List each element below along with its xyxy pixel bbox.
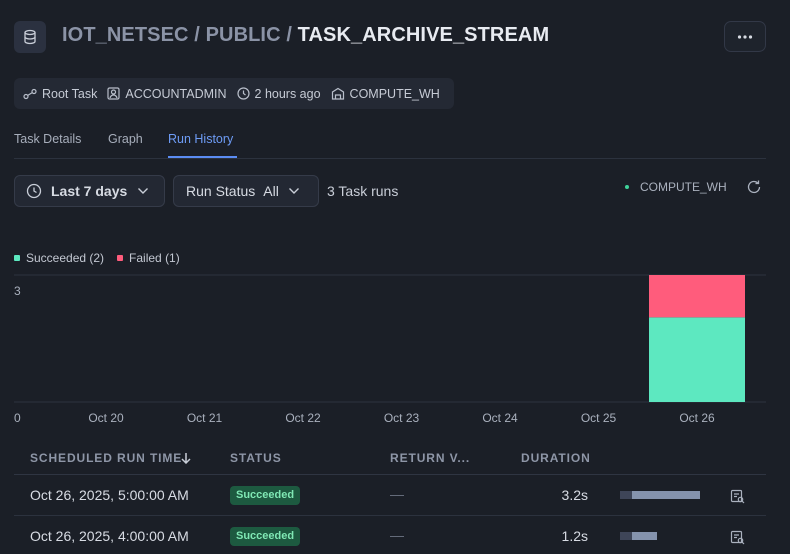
duration-bar-queued xyxy=(620,491,632,499)
legend-succeeded[interactable]: Succeeded (2) xyxy=(14,251,104,265)
duration-bar xyxy=(620,491,700,499)
legend-failed[interactable]: Failed (1) xyxy=(117,251,180,265)
x-tick-label: Oct 24 xyxy=(482,411,518,425)
duration-bar-queued xyxy=(620,532,632,540)
user-icon xyxy=(107,87,120,100)
column-header-duration[interactable]: DURATION xyxy=(521,451,591,465)
meta-owner: ACCOUNTADMIN xyxy=(107,86,227,101)
bar-failed xyxy=(649,275,745,318)
clock-icon xyxy=(26,183,42,199)
scheduled-time: Oct 26, 2025, 4:00:00 AM xyxy=(30,528,189,544)
duration: 1.2s xyxy=(561,528,588,544)
query-profile-icon[interactable] xyxy=(730,530,745,545)
y-tick-label: 3 xyxy=(14,284,21,298)
column-header-status[interactable]: STATUS xyxy=(230,451,282,465)
warehouse-dot xyxy=(625,185,629,189)
warehouse-label: COMPUTE_WH xyxy=(349,86,440,101)
active-tab-indicator xyxy=(168,156,237,158)
table-row[interactable]: Oct 26, 2025, 5:00:00 AM Succeeded — 3.2… xyxy=(14,475,766,516)
tab-bar: Task Details Graph Run History xyxy=(14,128,766,159)
meta-task-type: Root Task xyxy=(23,87,97,101)
return-value: — xyxy=(390,486,404,502)
ellipsis-icon xyxy=(737,34,753,39)
run-status-dropdown[interactable]: Run Status All xyxy=(173,175,319,207)
column-header-return-value[interactable]: RETURN V... xyxy=(390,451,471,465)
task-type-label: Root Task xyxy=(42,86,98,101)
more-options-button[interactable] xyxy=(724,21,766,52)
legend-succeeded-label: Succeeded (2) xyxy=(26,251,105,265)
date-range-dropdown[interactable]: Last 7 days xyxy=(14,175,165,207)
last-run-label: 2 hours ago xyxy=(254,86,321,101)
x-tick-label: Oct 26 xyxy=(679,411,715,425)
x-tick-label: Oct 22 xyxy=(285,411,321,425)
x-tick-label: Oct 21 xyxy=(187,411,223,425)
refresh-icon[interactable] xyxy=(746,179,762,195)
meta-last-run: 2 hours ago xyxy=(236,86,321,101)
warehouse-icon xyxy=(331,87,344,100)
task-meta-bar: Root Task ACCOUNTADMIN 2 hours ago COMPU… xyxy=(14,78,454,109)
owner-label: ACCOUNTADMIN xyxy=(125,86,227,101)
legend-swatch-failed xyxy=(117,255,124,261)
run-status-value: All xyxy=(263,183,279,199)
table-header: SCHEDULED RUN TIME STATUS RETURN V... DU… xyxy=(14,444,766,475)
y-tick-label: 0 xyxy=(14,411,21,425)
status-badge: Succeeded xyxy=(230,527,301,546)
x-tick-label: Oct 23 xyxy=(384,411,420,425)
tab-graph[interactable]: Graph xyxy=(108,132,143,146)
run-status-label: Run Status xyxy=(186,183,256,199)
status-badge: Succeeded xyxy=(230,486,301,505)
task-runs-count: 3 Task runs xyxy=(327,183,399,199)
page-title: TASK_ARCHIVE_STREAM xyxy=(297,24,550,46)
bar-succeeded xyxy=(649,317,745,402)
warehouse-legend: COMPUTE_WH xyxy=(625,180,727,194)
breadcrumb-schema[interactable]: PUBLIC xyxy=(205,24,281,46)
scheduled-time: Oct 26, 2025, 5:00:00 AM xyxy=(30,487,189,503)
breadcrumb-separator: / xyxy=(194,24,200,46)
query-profile-icon[interactable] xyxy=(730,489,745,504)
chart-legend: Succeeded (2) Failed (1) xyxy=(14,251,193,265)
legend-failed-label: Failed (1) xyxy=(129,251,180,265)
tab-task-details[interactable]: Task Details xyxy=(14,132,82,146)
breadcrumb-database[interactable]: IOT_NETSEC xyxy=(62,24,189,46)
warehouse-legend-label: COMPUTE_WH xyxy=(640,180,727,194)
chevron-down-icon xyxy=(288,188,299,194)
clock-icon xyxy=(236,87,250,100)
duration-bar-running xyxy=(632,532,657,540)
x-tick-label: Oct 20 xyxy=(88,411,124,425)
duration-bar xyxy=(620,532,657,540)
tab-run-history[interactable]: Run History xyxy=(168,132,234,146)
duration-bar-running xyxy=(632,491,700,499)
column-header-scheduled-time[interactable]: SCHEDULED RUN TIME xyxy=(30,451,183,465)
legend-swatch-succeeded xyxy=(14,255,20,261)
meta-warehouse: COMPUTE_WH xyxy=(331,87,440,101)
arrow-down-icon[interactable] xyxy=(181,452,191,464)
run-history-chart: 3 0 Oct 20 Oct 21 Oct 22 Oct 23 Oct 24 Oct 25 Oc… xyxy=(14,274,766,425)
breadcrumb-separator: / xyxy=(286,24,292,46)
return-value: — xyxy=(390,527,404,543)
date-range-value: Last 7 days xyxy=(51,183,128,199)
root-task-icon xyxy=(23,88,37,99)
table-row[interactable]: Oct 26, 2025, 4:00:00 AM Succeeded — 1.2… xyxy=(14,516,766,554)
chevron-down-icon xyxy=(138,188,149,194)
duration: 3.2s xyxy=(561,487,588,503)
x-tick-label: Oct 25 xyxy=(581,411,617,425)
database-icon xyxy=(14,21,46,53)
breadcrumb: IOT_NETSEC / PUBLIC / TASK_ARCHIVE_STREA… xyxy=(62,24,549,47)
